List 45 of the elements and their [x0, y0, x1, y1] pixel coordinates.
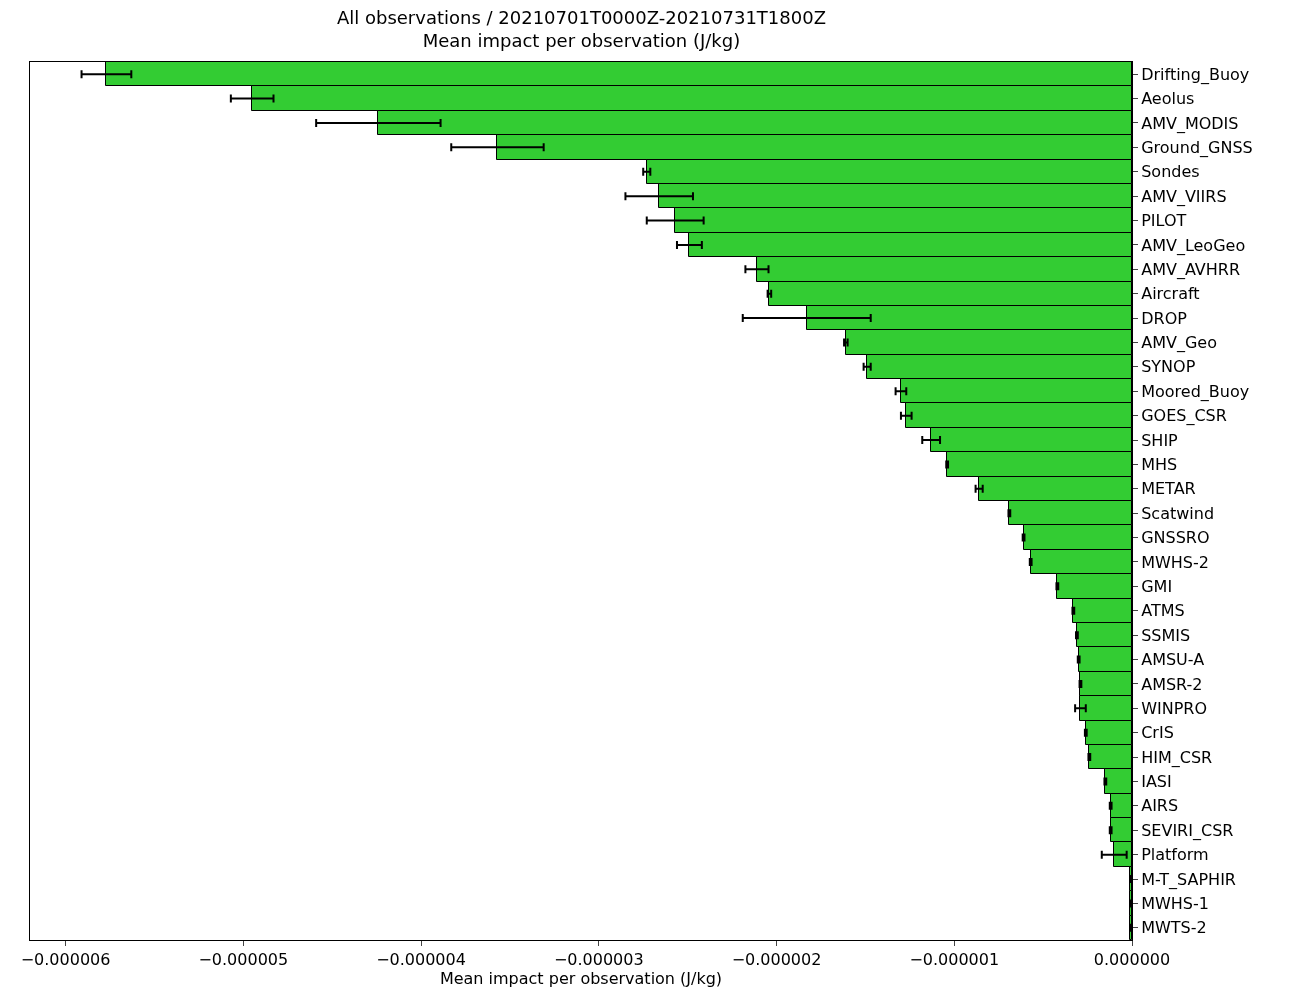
y-tick-label: AMSU-A [1141, 650, 1205, 670]
y-tick-label: Sondes [1141, 162, 1200, 182]
y-tick-label: AMSR-2 [1141, 674, 1203, 694]
y-tick-label: METAR [1141, 479, 1196, 499]
y-tick-label: ATMS [1141, 601, 1185, 621]
y-tick-label: Drifting_Buoy [1141, 64, 1250, 85]
x-tick-label: −0.000004 [376, 950, 466, 970]
y-tick-label: GOES_CSR [1141, 406, 1227, 427]
y-tick-label: AMV_MODIS [1141, 113, 1239, 134]
y-tick-label: SEVIRI_CSR [1141, 820, 1234, 841]
x-tick-label: −0.000002 [731, 950, 822, 970]
y-tick-label: Scatwind [1141, 503, 1215, 523]
x-tick-label: −0.000005 [198, 950, 289, 970]
y-tick-label: WINPRO [1141, 698, 1208, 718]
y-tick-label: AIRS [1141, 796, 1179, 816]
y-tick-label: MWTS-2 [1141, 918, 1207, 938]
y-tick-label: Ground_GNSS [1141, 137, 1253, 158]
y-tick-label: AMV_Geo [1141, 333, 1217, 354]
x-axis-title: Mean impact per observation (J/kg) [439, 969, 723, 989]
y-tick-label: SSMIS [1141, 625, 1191, 645]
y-tick-label: MHS [1141, 455, 1178, 475]
x-tick-label: −0.000003 [553, 950, 644, 970]
chart-title: All observations / 20210701T0000Z-20210731T1800Z Mean impact per observation (J/kg) [336, 7, 826, 52]
y-tick-label: CrIS [1141, 723, 1174, 743]
y-tick-label: IASI [1141, 772, 1172, 792]
y-tick-label: AMV_LeoGeo [1141, 235, 1246, 256]
y-tick-label: HIM_CSR [1141, 747, 1213, 768]
y-tick-label: Moored_Buoy [1141, 381, 1250, 402]
y-tick-label: PILOT [1141, 211, 1187, 231]
y-tick-label: Aeolus [1141, 89, 1195, 109]
x-tick-label: 0.000000 [1093, 950, 1171, 970]
x-tick-label: −0.000001 [909, 950, 1000, 970]
y-tick-label: M-T_SAPHIR [1141, 869, 1236, 890]
y-tick-label: GMI [1141, 576, 1173, 596]
y-tick-label: GNSSRO [1141, 528, 1210, 548]
y-tick-label: Platform [1141, 845, 1209, 865]
y-tick-label: AMV_AVHRR [1141, 259, 1241, 280]
y-tick-label: SYNOP [1141, 357, 1196, 377]
y-tick-label: SHIP [1141, 430, 1179, 450]
y-tick-label: MWHS-1 [1141, 894, 1209, 914]
x-tick-label: −0.000006 [20, 950, 111, 970]
y-tick-label: MWHS-2 [1141, 552, 1209, 572]
y-tick-label: Aircraft [1141, 284, 1200, 304]
y-tick-label: DROP [1141, 308, 1188, 328]
y-tick-label: AMV_VIIRS [1141, 186, 1227, 207]
